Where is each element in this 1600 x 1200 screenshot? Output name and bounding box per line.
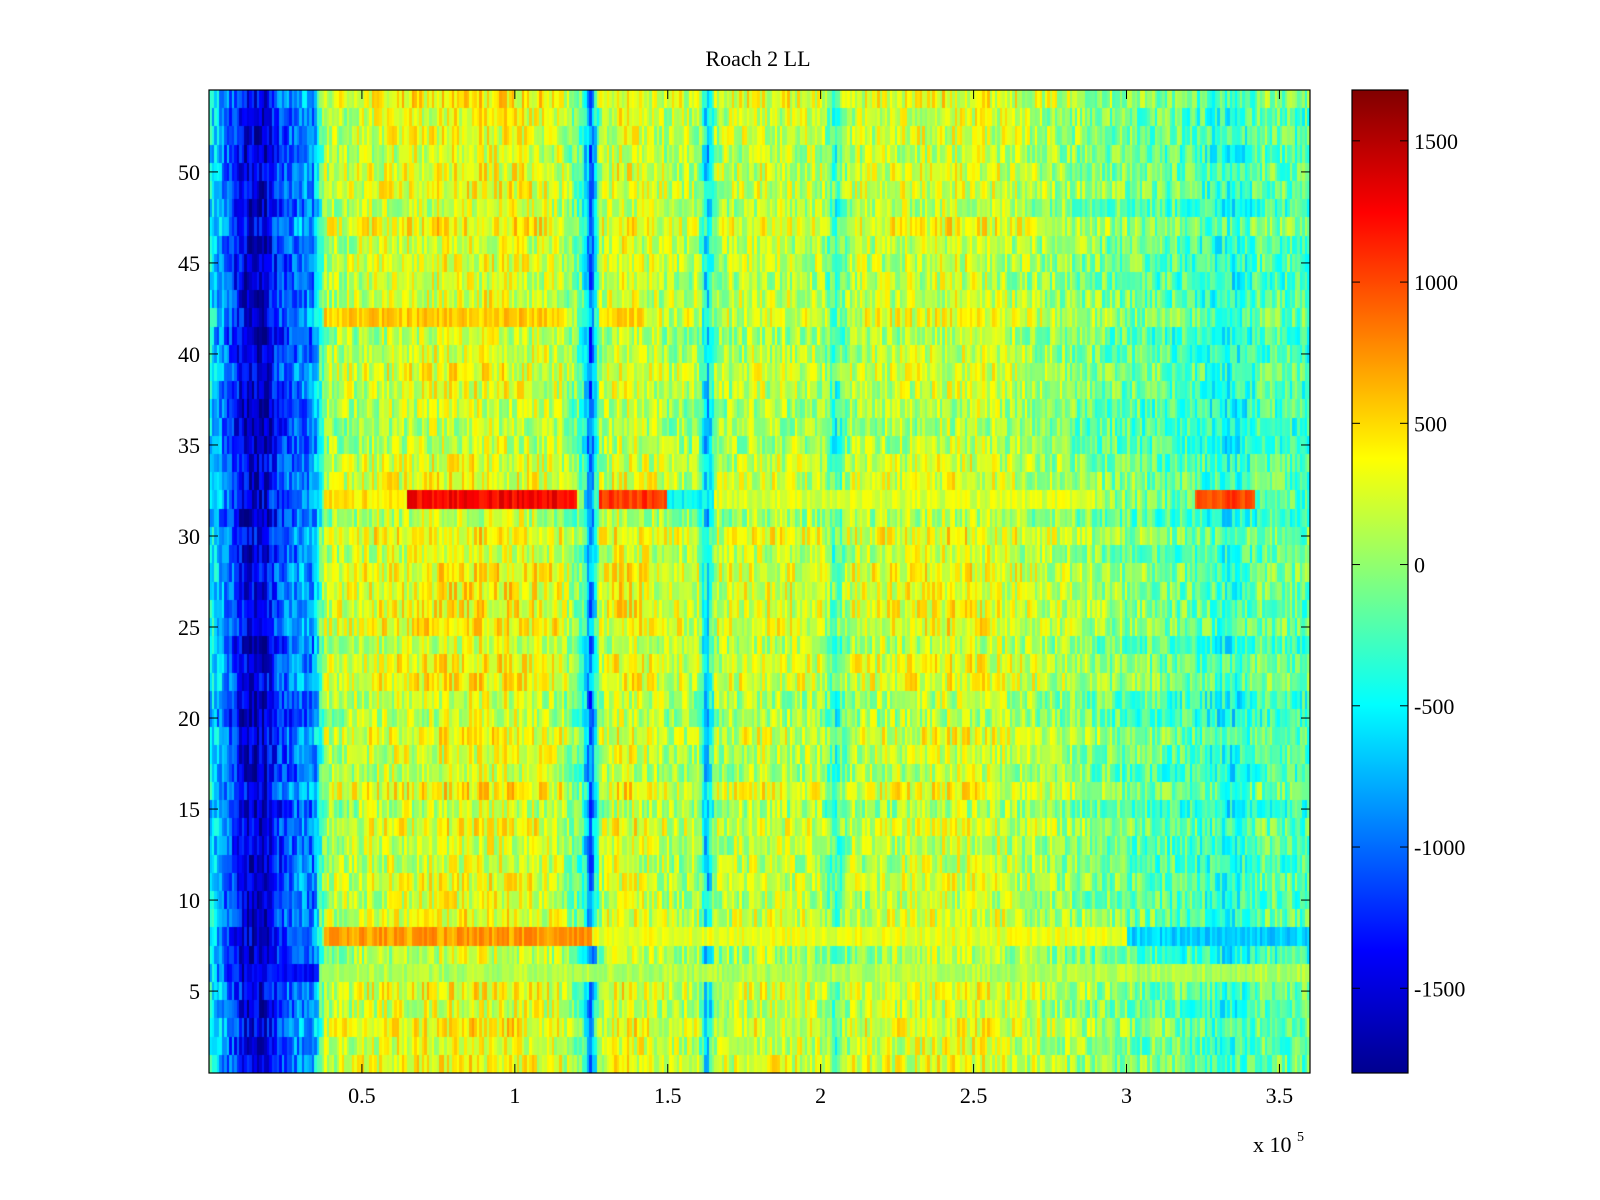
colorbar-tick-label: -1000: [1414, 835, 1465, 860]
colorbar-tick-label: 500: [1414, 411, 1447, 436]
x-axis: 0.5 1 1.5 2 2.5 3 3.5: [348, 90, 1293, 1108]
y-tick-label: 35: [178, 433, 200, 458]
colorbar-tick-label: 1000: [1414, 270, 1458, 295]
x-tick-label: 2: [815, 1083, 826, 1108]
heatmap-cells: [209, 90, 1310, 1073]
y-tick-label: 40: [178, 342, 200, 367]
colorbar-tick-label: 1500: [1414, 129, 1458, 154]
y-tick-label: 20: [178, 706, 200, 731]
x-exponent-base: x 10: [1253, 1132, 1292, 1157]
x-tick-label: 3: [1121, 1083, 1132, 1108]
y-tick-label: 10: [178, 888, 200, 913]
y-tick-label: 30: [178, 524, 200, 549]
colorbar-tick-label: -1500: [1414, 976, 1465, 1001]
plot-frame: [208, 89, 1311, 1074]
x-tick-label: 0.5: [348, 1083, 376, 1108]
y-tick-label: 25: [178, 615, 200, 640]
colorbar: -1500 -1000 -500 0 500 1000 1500: [1351, 89, 1465, 1074]
x-exponent-power: 5: [1297, 1130, 1304, 1145]
y-tick-label: 5: [189, 979, 200, 1004]
x-exponent-label: x 10 5: [1253, 1130, 1304, 1157]
y-tick-label: 15: [178, 797, 200, 822]
x-tick-label: 2.5: [960, 1083, 988, 1108]
x-tick-label: 3.5: [1266, 1083, 1294, 1108]
colorbar-ticks: -1500 -1000 -500 0 500 1000 1500: [1352, 129, 1465, 1001]
y-tick-label: 45: [178, 251, 200, 276]
colorbar-tick-label: -500: [1414, 694, 1454, 719]
y-tick-label: 50: [178, 160, 200, 185]
colorbar-gradient: [1351, 89, 1409, 1074]
heatmap-plot-area: [208, 89, 1311, 1074]
colorbar-tick-label: 0: [1414, 553, 1425, 578]
x-tick-label: 1: [509, 1083, 520, 1108]
chart-title: Roach 2 LL: [705, 46, 810, 71]
x-tick-label: 1.5: [654, 1083, 682, 1108]
y-axis: 5 10 15 20 25 30 35 40 45 50: [178, 160, 1310, 1004]
